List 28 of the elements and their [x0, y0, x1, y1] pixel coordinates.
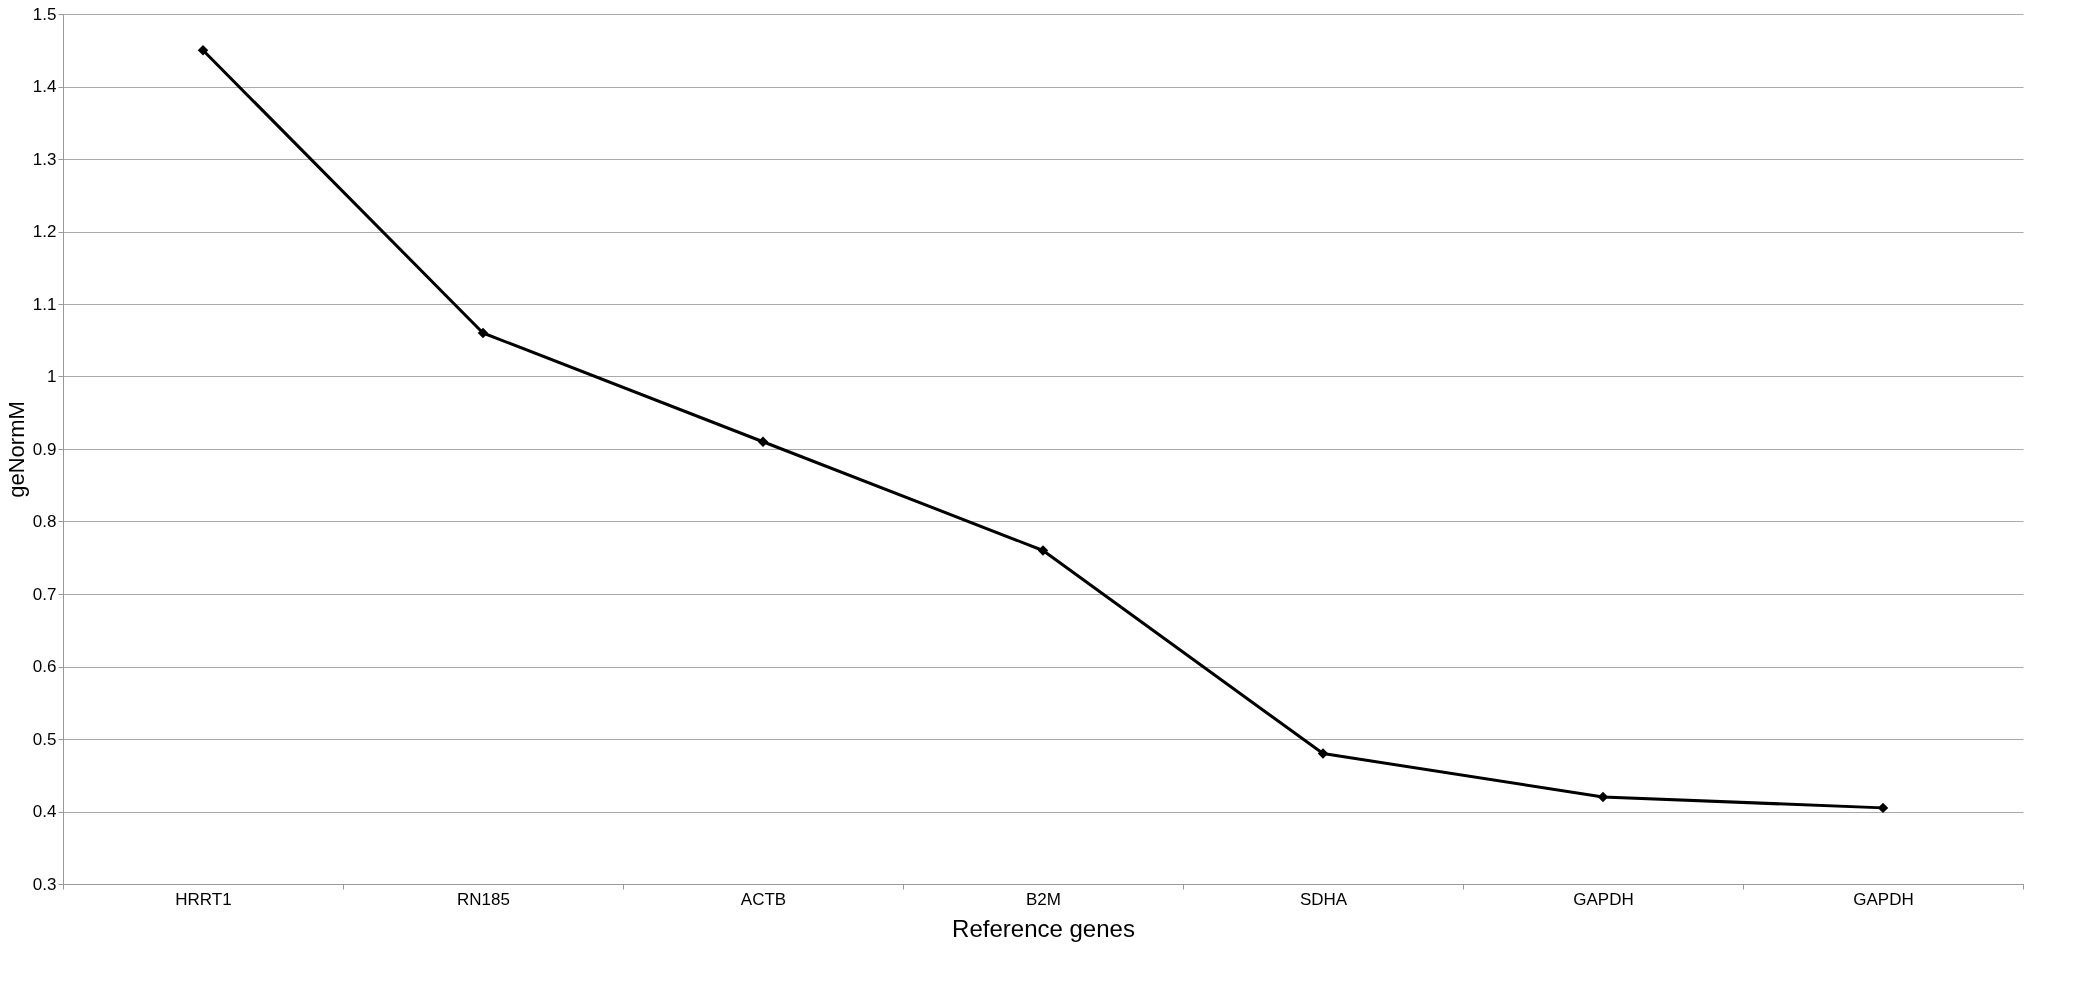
x-tick-label: RN185 — [457, 889, 510, 909]
point — [1037, 545, 1049, 556]
point — [477, 327, 489, 339]
x-axis-title: Reference genes — [952, 914, 1135, 942]
y-tick-label: 0.4 — [32, 802, 57, 821]
x-tick-label: B2M — [1026, 889, 1061, 909]
y-tick-label: 0.9 — [32, 439, 57, 459]
y-tick-label: 0.5 — [32, 729, 57, 749]
point — [197, 45, 209, 56]
y-axis-title: geNormM — [3, 401, 29, 498]
y-tick-label: 0.8 — [32, 512, 57, 531]
y-tick-label: 1.2 — [32, 222, 57, 241]
y-tick-label: 1.1 — [32, 294, 57, 314]
x-tick-label: GAPDH — [1573, 889, 1634, 909]
x-tick-label: HRRT1 — [175, 889, 232, 909]
x-tick-label: SDHA — [1299, 889, 1348, 909]
y-tick-label: 1.4 — [32, 77, 57, 96]
x-tick-label: GAPDH — [1853, 889, 1914, 909]
y-tick-label: 1.3 — [32, 149, 57, 169]
point — [1597, 791, 1609, 803]
y-tick-label: 0.6 — [32, 657, 57, 676]
y-tick-label: 0.3 — [32, 874, 57, 894]
y-tick-label: 1 — [47, 367, 57, 386]
point — [757, 436, 769, 447]
point — [1317, 748, 1329, 759]
y-tick-label: 1.5 — [32, 4, 57, 24]
x-tick-label: ACTB — [740, 889, 787, 909]
y-tick-label: 0.7 — [32, 584, 57, 604]
